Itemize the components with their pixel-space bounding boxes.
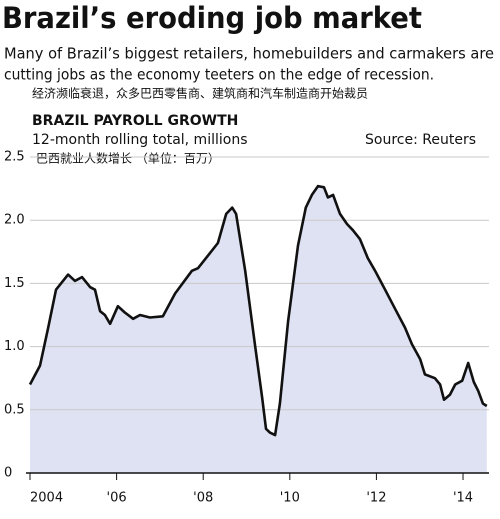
y-tick-label: 0: [4, 466, 12, 481]
x-tick-label: 2004: [30, 491, 63, 506]
panel-title: BRAZIL PAYROLL GROWTH: [32, 113, 238, 129]
y-tick-label: 2.5: [4, 150, 25, 165]
y-tick-label: 2.0: [4, 213, 25, 228]
y-tick-label: 1.5: [4, 276, 25, 291]
x-tick-label: '12: [366, 491, 386, 506]
line: [28, 184, 488, 437]
x-tick-label: '06: [107, 491, 127, 506]
area: [30, 186, 487, 473]
subtitle: Many of Brazil’s biggest retailers, home…: [4, 45, 494, 63]
subtitle-zh: 经济濒临衰退，众多巴西零售商、建筑商和汽车制造商开始裁员: [32, 86, 368, 101]
subtitle: cutting jobs as the economy teeters on t…: [4, 66, 434, 84]
x-tick-label: '10: [280, 491, 300, 506]
source: Source: Reuters: [365, 132, 476, 148]
y-axis-label-zh: 巴西就业人数增长 （单位：百万）: [36, 151, 220, 166]
y-axis-label: 12-month rolling total, millions: [32, 132, 248, 148]
y-tick-label: 0.5: [4, 402, 25, 417]
x-tick-label: '08: [193, 491, 213, 506]
chart-title: Brazil’s eroding job market: [2, 1, 422, 35]
x-tick-label: '14: [453, 491, 473, 506]
y-tick-label: 1.0: [4, 339, 25, 354]
